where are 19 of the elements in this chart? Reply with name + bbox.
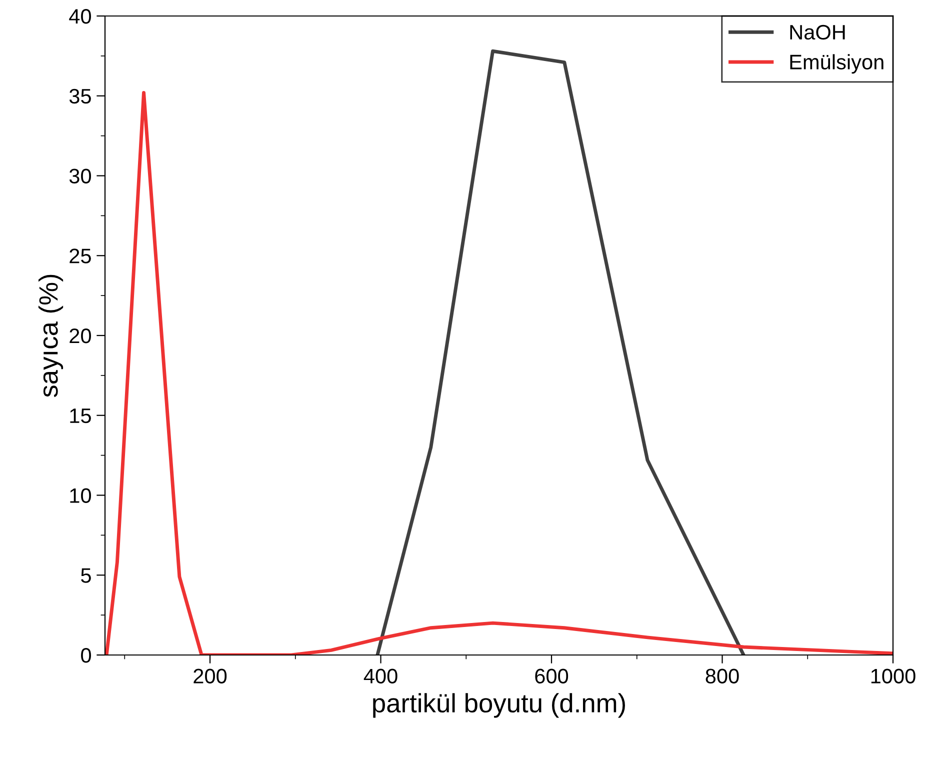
y-tick-label: 35 (69, 88, 91, 104)
y-tick-label: 40 (69, 9, 91, 24)
x-tick-label: 800 (706, 668, 739, 684)
y-tick-label: 15 (70, 408, 91, 424)
legend-label: Emülsiyon (790, 54, 884, 74)
y-axis-title: sayıca (%) (38, 274, 64, 398)
x-axis-title: partikül boyutu (d.nm) (373, 693, 625, 718)
y-tick-label: 0 (81, 648, 91, 663)
line-series (376, 49, 746, 655)
y-tick-label: 5 (81, 568, 91, 583)
x-tick-label: 200 (194, 668, 227, 684)
x-tick-label: 1000 (871, 668, 916, 684)
x-tick-label: 400 (364, 668, 398, 684)
y-tick-label: 25 (70, 248, 91, 264)
x-tick-label: 600 (535, 668, 568, 684)
legend-label: NaOH (790, 24, 845, 40)
y-tick-label: 20 (70, 328, 91, 344)
y-tick-label: 10 (70, 488, 91, 504)
y-tick-label: 30 (69, 168, 91, 184)
